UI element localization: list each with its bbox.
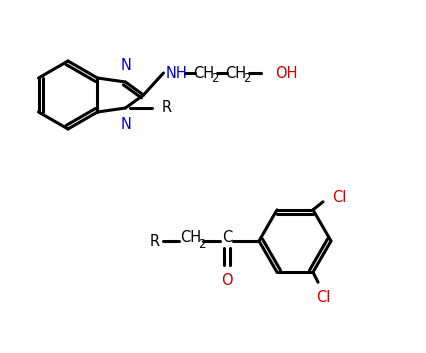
- Text: 2: 2: [210, 72, 218, 84]
- Text: 2: 2: [198, 239, 205, 251]
- Text: 2: 2: [242, 72, 250, 84]
- Text: N: N: [121, 58, 132, 73]
- Text: CH: CH: [225, 66, 245, 80]
- Text: Cl: Cl: [331, 190, 345, 205]
- Text: R: R: [150, 233, 160, 249]
- Text: CH: CH: [180, 231, 201, 245]
- Text: Cl: Cl: [315, 290, 329, 305]
- Text: N: N: [121, 117, 132, 132]
- Text: C: C: [222, 231, 232, 245]
- Text: CH: CH: [193, 66, 213, 80]
- Text: R: R: [161, 101, 171, 115]
- Text: NH: NH: [165, 66, 187, 80]
- Text: O: O: [221, 273, 232, 288]
- Text: OH: OH: [275, 66, 297, 80]
